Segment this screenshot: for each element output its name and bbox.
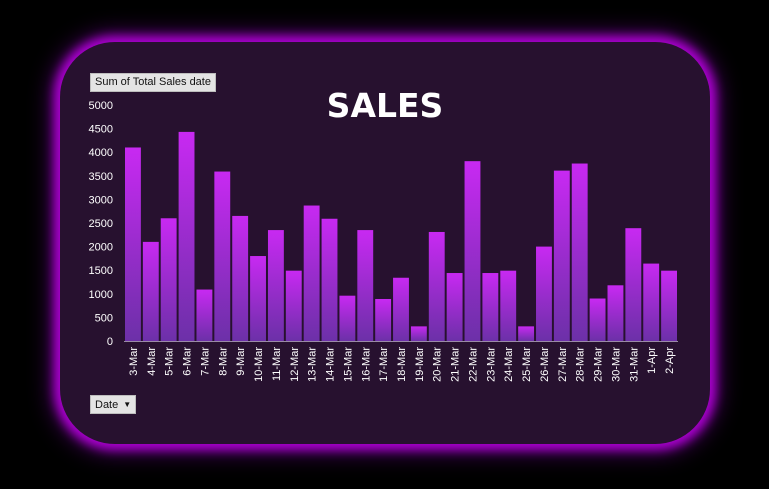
bar[interactable]: [464, 161, 481, 341]
bar[interactable]: [482, 273, 499, 341]
bar[interactable]: [589, 298, 606, 341]
bar[interactable]: [250, 256, 266, 341]
y-tick-label: 1000: [89, 289, 113, 301]
x-tick-label: 29-Mar: [593, 347, 605, 382]
bar[interactable]: [643, 263, 660, 341]
x-tick-label: 18-Mar: [396, 347, 408, 382]
bar[interactable]: [571, 163, 588, 341]
y-tick-label: 5000: [89, 100, 113, 112]
bar[interactable]: [267, 230, 284, 341]
bar[interactable]: [553, 170, 570, 341]
y-tick-label: 1500: [89, 265, 113, 277]
x-tick-label: 3-Mar: [128, 347, 140, 376]
y-tick-label: 4000: [89, 147, 113, 159]
y-tick-label: 3000: [89, 194, 113, 206]
x-tick-label: 6-Mar: [182, 347, 194, 376]
bar[interactable]: [661, 270, 677, 341]
x-tick-label: 24-Mar: [503, 347, 515, 382]
bar[interactable]: [142, 241, 159, 341]
x-tick-label: 27-Mar: [557, 347, 569, 382]
x-tick-label: 16-Mar: [360, 347, 372, 382]
y-tick-label: 2500: [89, 218, 113, 230]
bar[interactable]: [160, 218, 177, 341]
x-tick-label: 25-Mar: [521, 347, 533, 382]
chart-title: SALES: [327, 86, 444, 125]
y-tick-label: 3500: [89, 171, 113, 183]
bar[interactable]: [303, 205, 320, 341]
bar[interactable]: [178, 131, 195, 341]
bar[interactable]: [410, 326, 427, 341]
bars: [125, 131, 677, 341]
bar[interactable]: [536, 246, 552, 341]
y-tick-label: 2000: [89, 242, 113, 254]
bar[interactable]: [428, 231, 445, 341]
x-tick-label: 14-Mar: [325, 347, 337, 382]
dropdown-arrow-icon: ▼: [123, 400, 132, 409]
x-tick-label: 26-Mar: [539, 347, 551, 382]
x-tick-label: 5-Mar: [164, 347, 176, 376]
x-tick-label: 28-Mar: [575, 347, 587, 382]
x-tick-label: 17-Mar: [378, 347, 390, 382]
bar[interactable]: [214, 171, 231, 341]
date-field-label: Date: [95, 399, 119, 411]
bar[interactable]: [446, 273, 463, 341]
x-tick-label: 4-Mar: [146, 347, 158, 376]
y-tick-label: 500: [95, 312, 113, 324]
x-axis: 3-Mar 4-Mar 5-Mar 6-Mar 7-Mar 8-Mar 9-Mar 10-Ma…: [124, 341, 678, 382]
x-tick-label: 11-Mar: [271, 347, 283, 381]
x-tick-label: 1-Apr: [646, 347, 658, 374]
y-tick-label: 0: [107, 336, 113, 348]
bar[interactable]: [285, 270, 302, 341]
x-tick-label: 30-Mar: [610, 347, 622, 382]
y-axis: 0 500 1000 1500 2000 2500 3000 3500 4000 4500 5000: [89, 100, 113, 348]
x-tick-label: 2-Apr: [664, 347, 676, 374]
x-tick-label: 23-Mar: [485, 347, 497, 382]
bar[interactable]: [607, 285, 624, 341]
date-field-filter-button[interactable]: Date ▼: [90, 395, 137, 414]
x-tick-label: 20-Mar: [432, 347, 444, 382]
sum-of-total-sales-field-button[interactable]: Sum of Total Sales date: [90, 73, 216, 92]
x-tick-label: 13-Mar: [307, 347, 319, 382]
bar[interactable]: [625, 228, 642, 341]
x-tick-label: 7-Mar: [199, 347, 211, 376]
bar[interactable]: [339, 295, 356, 341]
bar[interactable]: [196, 289, 213, 341]
x-tick-label: 19-Mar: [414, 347, 426, 382]
x-tick-label: 22-Mar: [467, 347, 479, 382]
x-tick-label: 9-Mar: [235, 347, 247, 376]
bar[interactable]: [375, 298, 392, 341]
x-tick-label: 12-Mar: [289, 347, 301, 382]
x-tick-label: 31-Mar: [628, 347, 640, 382]
bar[interactable]: [500, 270, 517, 341]
y-tick-label: 4500: [89, 124, 113, 136]
bar[interactable]: [125, 147, 141, 341]
bar[interactable]: [393, 277, 409, 341]
bar[interactable]: [518, 326, 535, 341]
x-tick-label: 10-Mar: [253, 347, 265, 382]
bar[interactable]: [357, 230, 374, 341]
x-tick-label: 8-Mar: [217, 347, 229, 376]
x-tick-label: 15-Mar: [342, 347, 354, 382]
bar[interactable]: [232, 215, 249, 341]
bar[interactable]: [321, 218, 338, 341]
x-tick-label: 21-Mar: [450, 347, 462, 382]
